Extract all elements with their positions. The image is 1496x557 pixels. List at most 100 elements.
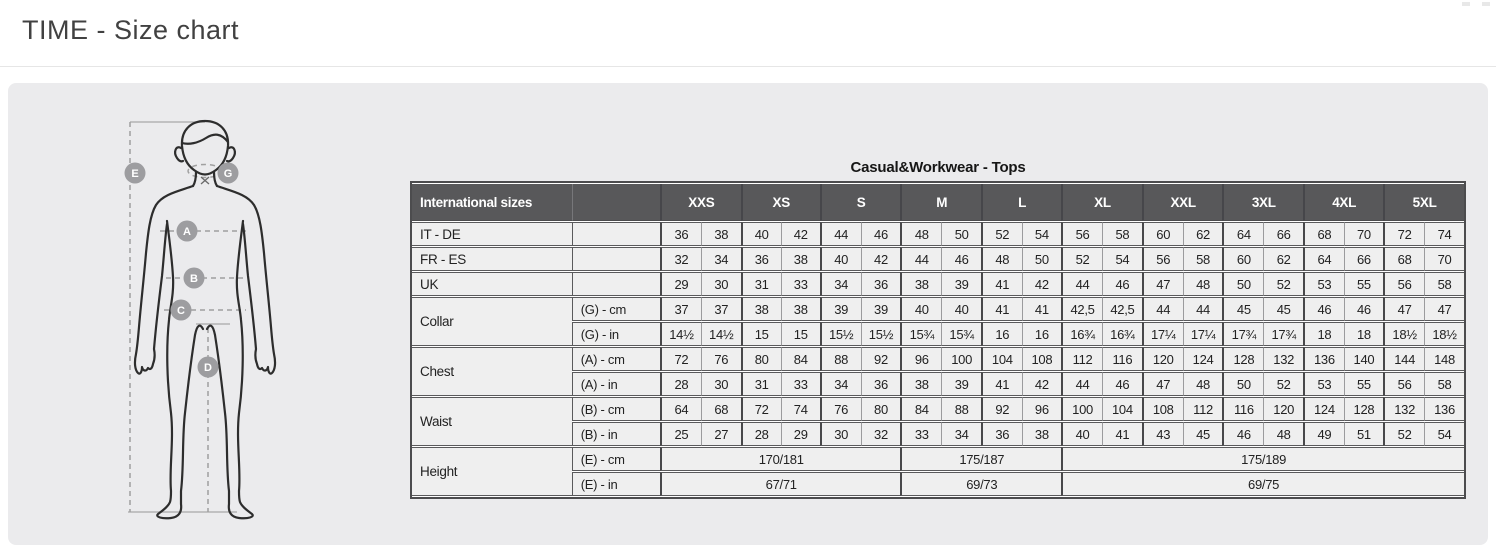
value-cell: 116 xyxy=(1222,397,1264,421)
unit-label xyxy=(571,222,661,246)
unit-label: (A) - in xyxy=(571,372,661,396)
unit-label: (E) - in xyxy=(571,472,661,496)
torso-right-leg xyxy=(205,219,254,520)
value-cell: 128 xyxy=(1222,347,1264,371)
value-cell: 124 xyxy=(1303,397,1344,421)
unit-label xyxy=(571,272,661,296)
value-cell: 33 xyxy=(780,272,820,296)
value-cell: 48 xyxy=(1263,422,1304,446)
value-cell: 47 xyxy=(1141,272,1183,296)
value-cell: 45 xyxy=(1222,297,1264,321)
value-cell: 88 xyxy=(819,347,861,371)
height-span-cell: 69/73 xyxy=(900,472,1062,496)
value-cell: 36 xyxy=(660,222,701,246)
size-header-row: International sizes XXS XS S M L XL XXL 3XL 4XL 5… xyxy=(412,184,1464,221)
value-cell: 92 xyxy=(860,347,901,371)
value-cell: 33 xyxy=(900,422,942,446)
height-span-cell: 69/75 xyxy=(1061,472,1464,496)
size-col-header: L xyxy=(981,184,1062,221)
value-cell: 52 xyxy=(981,222,1022,246)
value-cell: 54 xyxy=(1021,222,1062,246)
value-cell: 29 xyxy=(780,422,820,446)
value-cell: 104 xyxy=(1101,397,1142,421)
value-cell: 50 xyxy=(1021,247,1062,271)
value-cell: 45 xyxy=(1182,422,1223,446)
value-cell: 47 xyxy=(1383,297,1425,321)
unit-label: (G) - in xyxy=(571,322,661,346)
value-cell: 32 xyxy=(860,422,901,446)
value-cell: 100 xyxy=(1061,397,1102,421)
value-cell: 38 xyxy=(900,272,942,296)
value-cell: 39 xyxy=(941,372,982,396)
value-cell: 116 xyxy=(1101,347,1142,371)
value-cell: 58 xyxy=(1182,247,1223,271)
value-cell: 132 xyxy=(1263,347,1304,371)
table-row: UK 29 30 31 33 34 36 38 39 41 42 44 46 47 48 50 52 53 55 56… xyxy=(412,272,1464,296)
value-cell: 42 xyxy=(1021,272,1062,296)
value-cell: 41 xyxy=(1021,297,1062,321)
value-cell: 42,5 xyxy=(1101,297,1142,321)
marker-A-label: A xyxy=(183,226,191,238)
value-cell: 136 xyxy=(1303,347,1344,371)
value-cell: 58 xyxy=(1424,272,1464,296)
value-cell: 39 xyxy=(941,272,982,296)
value-cell: 144 xyxy=(1383,347,1425,371)
row-label: IT - DE xyxy=(412,222,572,246)
value-cell: 36 xyxy=(860,372,901,396)
value-cell: 46 xyxy=(1343,297,1384,321)
size-col-header: 5XL xyxy=(1383,184,1464,221)
size-table-box: International sizes XXS XS S M L XL XXL 3XL 4XL 5… xyxy=(410,181,1466,499)
table-row: IT - DE 36 38 40 42 44 46 48 50 52 54 56 58 60 62 64 66 6… xyxy=(412,222,1464,246)
value-cell: 50 xyxy=(1222,272,1264,296)
torso-left-leg xyxy=(156,219,205,520)
value-cell: 17¼ xyxy=(1141,322,1183,346)
value-cell: 15¾ xyxy=(900,322,942,346)
table-row: Height (E) - cm 170/181 175/187 175/189 xyxy=(412,447,1464,496)
value-cell: 36 xyxy=(740,247,781,271)
scroll-artifact xyxy=(1482,2,1490,6)
value-cell: 36 xyxy=(860,272,901,296)
value-cell: 47 xyxy=(1141,372,1183,396)
body-measurement-figure: E G A B C D xyxy=(124,119,277,520)
value-cell: 53 xyxy=(1303,372,1344,396)
value-cell: 76 xyxy=(819,397,861,421)
value-cell: 46 xyxy=(1222,422,1264,446)
value-cell: 50 xyxy=(941,222,982,246)
value-cell: 48 xyxy=(900,222,942,246)
corner-header: International sizes xyxy=(412,184,572,221)
value-cell: 96 xyxy=(1021,397,1062,421)
head xyxy=(180,119,230,176)
value-cell: 16 xyxy=(1021,322,1062,346)
value-cell: 43 xyxy=(1141,422,1183,446)
value-cell: 51 xyxy=(1343,422,1384,446)
right-arm xyxy=(215,184,277,375)
value-cell: 17¾ xyxy=(1263,322,1304,346)
value-cell: 40 xyxy=(1061,422,1102,446)
value-cell: 44 xyxy=(1061,372,1102,396)
value-cell: 40 xyxy=(819,247,861,271)
value-cell: 31 xyxy=(740,372,781,396)
value-cell: 41 xyxy=(981,272,1022,296)
value-cell: 28 xyxy=(740,422,781,446)
value-cell: 18 xyxy=(1343,322,1384,346)
value-cell: 36 xyxy=(981,422,1022,446)
value-cell: 46 xyxy=(941,247,982,271)
value-cell: 104 xyxy=(981,347,1022,371)
value-cell: 34 xyxy=(819,372,861,396)
value-cell: 44 xyxy=(1061,272,1102,296)
value-cell: 34 xyxy=(819,272,861,296)
unit-label: (A) - cm xyxy=(571,347,661,371)
value-cell: 33 xyxy=(780,372,820,396)
value-cell: 60 xyxy=(1141,222,1183,246)
value-cell: 48 xyxy=(981,247,1022,271)
value-cell: 72 xyxy=(660,347,701,371)
table-row: (B) - in 25 27 28 29 30 32 33 34 36 38 40 41 43 45 46 48… xyxy=(412,422,1464,446)
value-cell: 112 xyxy=(1061,347,1102,371)
value-cell: 42 xyxy=(1021,372,1062,396)
height-span-cell: 67/71 xyxy=(660,472,901,496)
size-table: International sizes XXS XS S M L XL XXL 3XL 4XL 5… xyxy=(412,183,1464,497)
height-span-cell: 175/187 xyxy=(900,447,1062,471)
value-cell: 54 xyxy=(1101,247,1142,271)
marker-D-label: D xyxy=(204,362,212,374)
height-span-cell: 170/181 xyxy=(660,447,901,471)
